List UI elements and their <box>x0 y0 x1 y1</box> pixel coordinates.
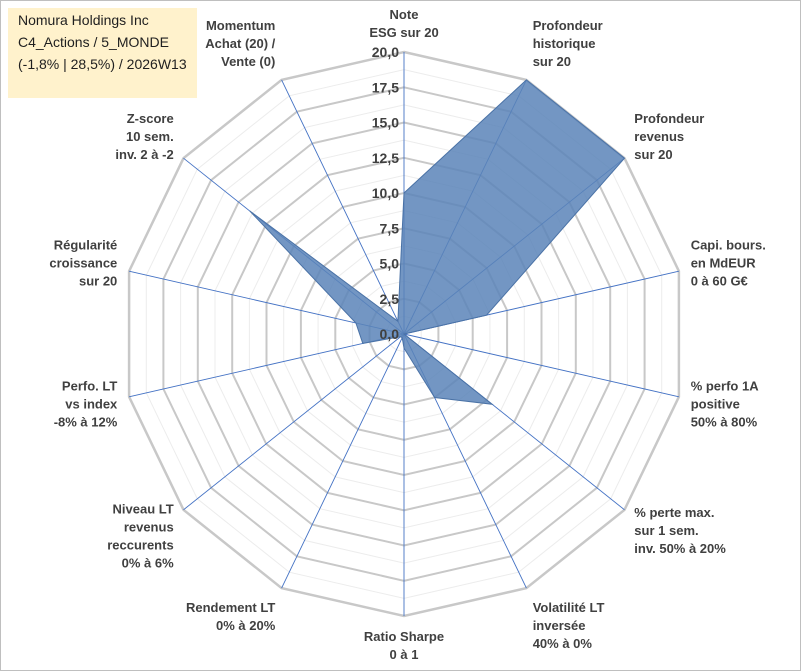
tick-label: 7,5 <box>380 220 400 236</box>
tick-label: 20,0 <box>372 44 399 60</box>
axis-label: Volatilité LT inversée 40% à 0% <box>533 600 605 651</box>
axis-label: Z-score 10 sem. inv. 2 à -2 <box>115 111 173 162</box>
category-label: C4_Actions / 5_MONDE <box>18 34 169 50</box>
axis-spoke <box>128 333 405 398</box>
axis-spoke <box>281 79 405 335</box>
tick-label: 2,5 <box>380 291 400 307</box>
axis-label: % perte max. sur 1 sem. inv. 50% à 20% <box>634 505 726 556</box>
axis-label: Ratio Sharpe 0 à 1 <box>364 629 444 662</box>
info-box: Nomura Holdings Inc C4_Actions / 5_MONDE… <box>8 8 197 98</box>
axis-label: Capi. bours. en MdEUR 0 à 60 G€ <box>691 238 766 289</box>
radar-axis-labels: Note ESG sur 20 Profondeur historique sur 20… <box>49 7 765 662</box>
axis-label: Momentum Achat (20) / Vente (0) <box>205 18 275 69</box>
tick-label: 17,5 <box>372 79 399 95</box>
series-area <box>249 79 626 406</box>
tick-label: 12,5 <box>372 150 399 166</box>
tick-label: 0,0 <box>380 326 400 342</box>
axis-spoke <box>183 333 405 511</box>
axis-label: Régularité croissance sur 20 <box>49 238 117 289</box>
axis-label: % perfo 1A positive 50% à 80% <box>691 378 760 429</box>
axis-label: Rendement LT 0% à 20% <box>186 600 276 633</box>
axis-label: Profondeur historique sur 20 <box>533 18 603 69</box>
axis-label: Niveau LT revenus reccurents 0% à 6% <box>107 501 174 570</box>
radar-tick-labels: 0,0 2,5 5,0 7,5 10,0 12,5 15,0 17,5 20,0 <box>372 44 399 342</box>
tick-label: 5,0 <box>380 256 400 272</box>
company-name: Nomura Holdings Inc <box>18 12 149 28</box>
range-week-label: (-1,8% | 28,5%) / 2026W13 <box>18 56 187 72</box>
tick-label: 10,0 <box>372 185 399 201</box>
axis-spoke <box>281 333 405 589</box>
radar-series <box>249 79 626 406</box>
axis-label: Profondeur revenus sur 20 <box>634 111 704 162</box>
axis-label: Perfo. LT vs index -8% à 12% <box>54 378 118 429</box>
axis-spoke <box>403 333 680 398</box>
axis-label: Note ESG sur 20 <box>369 7 438 40</box>
tick-label: 15,0 <box>372 115 399 131</box>
